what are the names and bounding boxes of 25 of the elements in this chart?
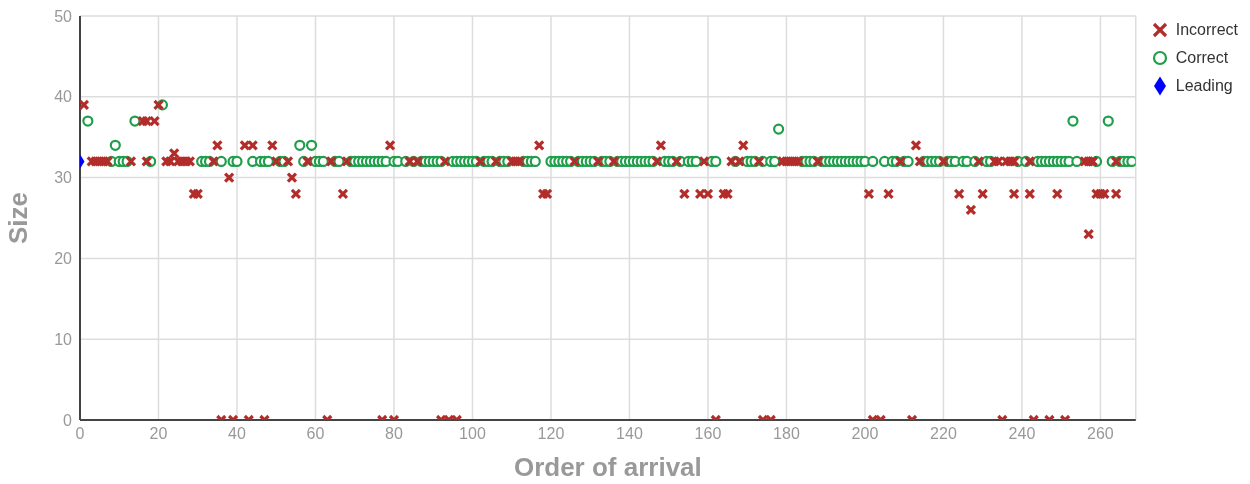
legend-label: Incorrect xyxy=(1175,21,1238,39)
y-tick-label: 50 xyxy=(54,7,73,25)
x-tick-label: 60 xyxy=(306,425,325,443)
legend-label: Correct xyxy=(1175,49,1229,67)
x-tick-label: 40 xyxy=(228,425,246,443)
x-tick-label: 220 xyxy=(930,425,957,443)
x-axis-title: Order of arrival xyxy=(513,452,702,482)
y-tick-label: 40 xyxy=(54,88,73,106)
y-tick-label: 0 xyxy=(63,411,73,429)
legend-label: Leading xyxy=(1175,77,1233,95)
x-tick-label: 160 xyxy=(694,425,722,443)
x-tick-label: 240 xyxy=(1008,425,1036,443)
x-tick-label: 100 xyxy=(459,425,486,443)
y-tick-label: 30 xyxy=(54,169,73,187)
x-tick-label: 120 xyxy=(537,425,565,443)
x-tick-label: 180 xyxy=(773,425,800,443)
y-axis-title: Size xyxy=(3,191,34,245)
x-tick-label: 20 xyxy=(149,425,168,443)
x-tick-label: 0 xyxy=(75,425,85,443)
x-tick-label: 140 xyxy=(616,425,643,443)
x-tick-label: 80 xyxy=(385,425,403,443)
x-tick-label: 200 xyxy=(851,425,879,443)
y-tick-label: 10 xyxy=(54,330,73,348)
x-tick-label: 260 xyxy=(1087,425,1114,443)
y-tick-label: 20 xyxy=(54,250,73,268)
